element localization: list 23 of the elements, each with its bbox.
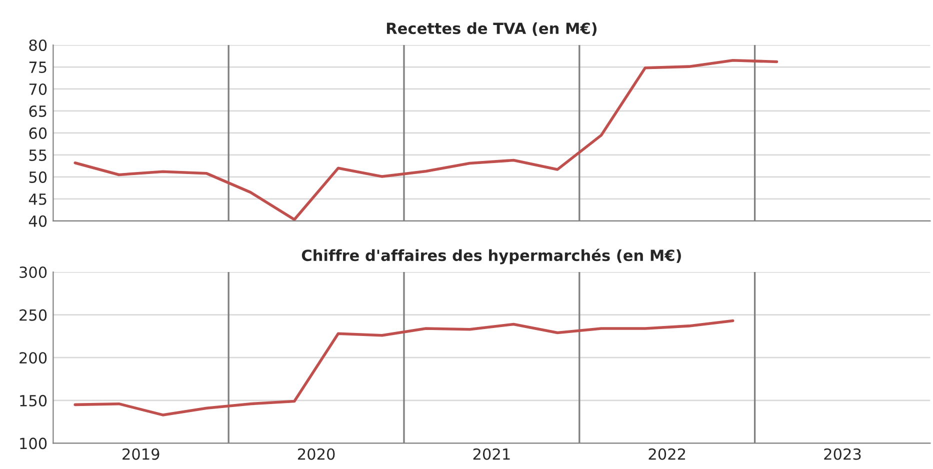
y-tick-label: 40	[28, 215, 47, 227]
x-tick-label: 2023	[824, 448, 861, 460]
y-tick-label: 150	[20, 394, 47, 406]
x-tick-label: 2021	[473, 448, 510, 460]
x-tick-label: 2019	[122, 448, 160, 460]
chart-title: Recettes de TVA (en M€)	[386, 22, 597, 36]
x-tick-label: 2020	[298, 448, 335, 460]
y-tick-label: 60	[29, 127, 47, 139]
x-tick-label: 2022	[648, 448, 686, 460]
chart-title: Chiffre d'affaires des hypermarchés (en M€)	[302, 248, 681, 264]
y-tick-label: 65	[29, 105, 46, 117]
line-series	[74, 319, 734, 416]
line-series	[74, 59, 778, 221]
y-tick-label: 50	[29, 171, 47, 183]
y-tick-label: 300	[20, 266, 47, 278]
y-tick-label: 200	[20, 352, 47, 364]
y-tick-label: 100	[20, 438, 47, 450]
y-tick-label: 55	[29, 150, 46, 161]
y-tick-label: 70	[29, 83, 47, 96]
y-tick-label: 45	[28, 194, 46, 205]
y-tick-label: 80	[29, 39, 47, 52]
y-tick-label: 75	[29, 62, 46, 74]
y-tick-label: 250	[20, 309, 47, 321]
